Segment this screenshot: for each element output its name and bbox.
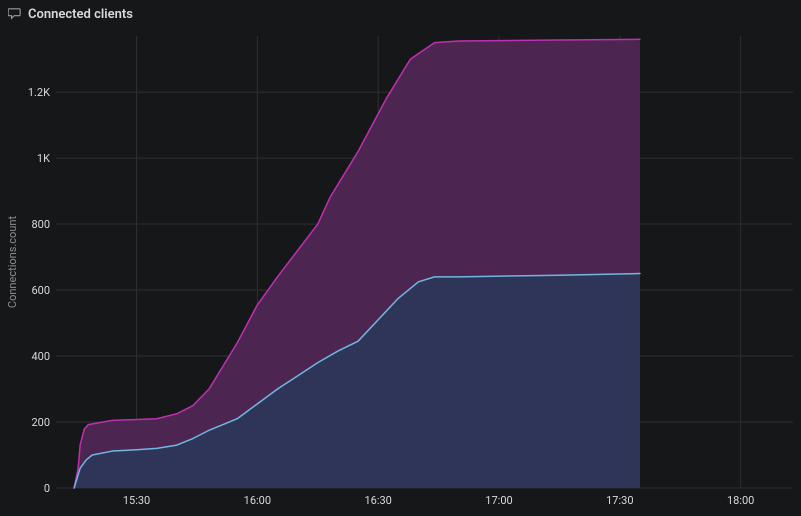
svg-text:0: 0 (44, 482, 50, 495)
comment-icon (8, 8, 22, 20)
svg-text:400: 400 (31, 350, 50, 363)
panel-header[interactable]: Connected clients (0, 0, 801, 28)
svg-text:800: 800 (31, 218, 50, 231)
svg-text:15:30: 15:30 (123, 494, 150, 507)
svg-text:1.2K: 1.2K (28, 86, 50, 99)
chart-svg: 0 200 400 600 800 1K 1.2K 15:30 16:00 16:30 17:00 1… (0, 28, 801, 516)
svg-text:17:00: 17:00 (485, 494, 512, 507)
svg-text:18:00: 18:00 (727, 494, 754, 507)
svg-text:600: 600 (31, 284, 50, 297)
svg-text:16:30: 16:30 (364, 494, 391, 507)
svg-text:1K: 1K (37, 152, 50, 165)
svg-text:16:00: 16:00 (244, 494, 271, 507)
svg-text:200: 200 (31, 416, 50, 429)
chart-area[interactable]: 0 200 400 600 800 1K 1.2K 15:30 16:00 16:30 17:00 1… (0, 28, 801, 516)
svg-text:Connections.count: Connections.count (6, 216, 19, 309)
panel-title: Connected clients (28, 7, 133, 22)
chart-panel: Connected clients 0 200 400 600 800 1K 1.2K 15:… (0, 0, 801, 516)
svg-text:17:30: 17:30 (606, 494, 633, 507)
